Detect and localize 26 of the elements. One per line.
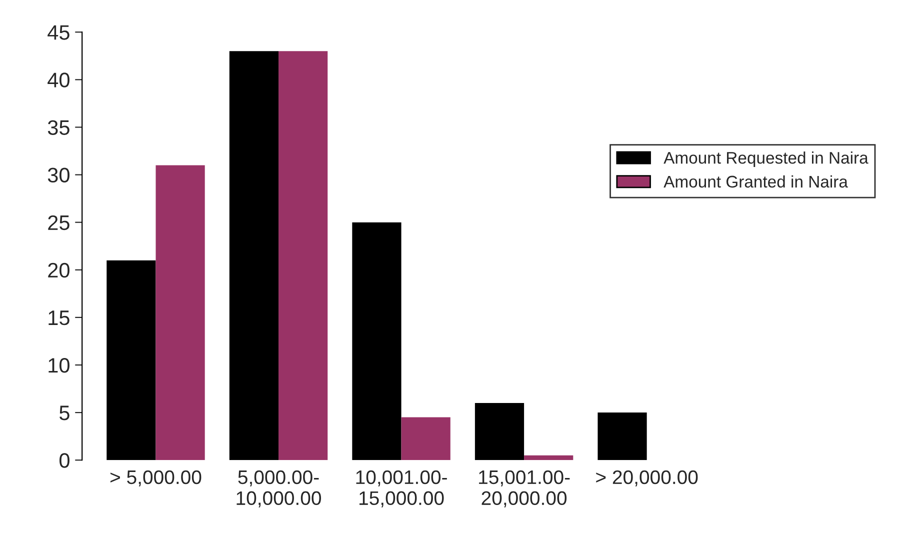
- bar: [524, 455, 574, 460]
- bar: [278, 51, 328, 460]
- x-tick-label: 10,001.00-15,000.00: [356, 470, 447, 508]
- bar: [352, 222, 402, 460]
- x-tick-label: 15,001.00-20,000.00: [479, 470, 570, 508]
- y-tick-label: 5: [60, 406, 70, 420]
- bar: [598, 412, 647, 460]
- y-tick-label: 45: [48, 25, 70, 40]
- legend-label: Amount Granted in Naira: [664, 175, 848, 188]
- bar: [401, 417, 450, 460]
- bar: [229, 51, 279, 460]
- legend-label: Amount Requested in Naira: [664, 151, 868, 168]
- x-tick-label: > 5,000.00: [110, 470, 202, 486]
- y-tick-label: 15: [48, 310, 70, 326]
- x-tick-label: 5,000.00-10,000.00: [236, 470, 322, 508]
- y-tick-label: 25: [48, 215, 70, 230]
- y-tick-label: 0: [60, 453, 70, 468]
- y-tick-label: 30: [48, 168, 70, 183]
- bar: [106, 260, 156, 460]
- y-tick-label: 40: [48, 72, 70, 88]
- y-tick-label: 20: [48, 262, 70, 278]
- y-tick-label: 35: [48, 120, 70, 135]
- bar: [156, 165, 205, 460]
- y-tick-label: 10: [48, 358, 70, 373]
- bar: [474, 403, 524, 460]
- x-tick-label: > 20,000.00: [596, 470, 698, 486]
